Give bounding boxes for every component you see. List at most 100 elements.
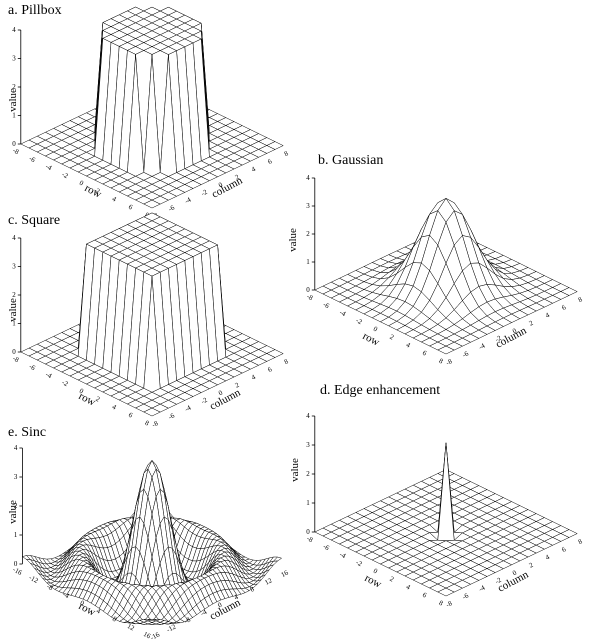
panel-b-row-tick-label: 6 bbox=[421, 349, 428, 358]
panel-d-row-tick-label: -2 bbox=[354, 558, 363, 568]
panel-a-z-tick-label: 1 bbox=[12, 112, 16, 120]
panel-d-row-tick-label: 8 bbox=[438, 599, 445, 608]
panel-e-z-tick-label: 3 bbox=[14, 473, 18, 481]
panel-a-row-tick-label: -2 bbox=[60, 170, 69, 180]
panel-d-column-tick-label: 6 bbox=[560, 545, 567, 554]
panel-d-zlabel: value bbox=[289, 458, 301, 482]
panel-e-zlabel: value bbox=[7, 500, 19, 524]
panel-b-gaussian: b. Gaussian value row column 01234-8-6-4… bbox=[287, 153, 584, 367]
panel-a-z-tick-label: 4 bbox=[12, 26, 16, 34]
panel-e-column-tick-label: 16 bbox=[280, 568, 290, 579]
panel-b-column-tick-label: 4 bbox=[544, 311, 551, 320]
panel-d-z-tick-label: 0 bbox=[306, 528, 310, 536]
panel-c-row-tick-label: 4 bbox=[111, 403, 118, 412]
panel-e-row-tick-label: 12 bbox=[126, 622, 136, 633]
panel-c-ylabel: column bbox=[208, 386, 243, 412]
panel-c-row-tick-label: 0 bbox=[78, 387, 85, 396]
panel-d-column-tick-label: 2 bbox=[528, 561, 535, 570]
panel-a-row-tick-label: 0 bbox=[78, 179, 85, 188]
panel-a-column-tick-label: 2 bbox=[234, 173, 241, 182]
panel-c-row-tick-label: -6 bbox=[28, 362, 37, 372]
panel-b-row-tick-label: -6 bbox=[322, 300, 331, 310]
panel-b-column-tick-label: -8 bbox=[445, 357, 454, 367]
panel-d-row-tick-label: 4 bbox=[405, 583, 412, 592]
panel-b-row-tick-label: 8 bbox=[438, 357, 445, 366]
panel-e-column-tick-label: 8 bbox=[249, 585, 256, 594]
panel-a-column-tick-label: 8 bbox=[283, 149, 290, 158]
panel-b-xlabel: row bbox=[361, 330, 382, 349]
panel-a-z-tick-label: 2 bbox=[12, 83, 16, 91]
panel-c-z-tick-label: 3 bbox=[12, 263, 16, 271]
panel-e-row-tick-label: -12 bbox=[28, 574, 40, 586]
panel-b-zlabel: value bbox=[287, 228, 299, 252]
panel-b-title: b. Gaussian bbox=[318, 153, 383, 168]
panel-b-row-tick-label: -8 bbox=[305, 292, 314, 302]
panel-c-column-tick-label: 6 bbox=[266, 365, 273, 374]
panel-b-row-tick-label: 2 bbox=[388, 333, 395, 342]
panel-e-column-tick-label: 4 bbox=[233, 593, 240, 602]
panel-d-row-tick-label: -8 bbox=[305, 534, 314, 544]
panel-e-z-tick-label: 4 bbox=[14, 444, 18, 452]
panel-b-column-tick-label: 0 bbox=[511, 326, 518, 335]
panel-e-row-tick-label: 4 bbox=[95, 607, 102, 616]
panel-c-row-tick-label: -8 bbox=[11, 354, 20, 364]
panel-b-z-tick-label: 2 bbox=[306, 230, 310, 238]
panel-a-row-tick-label: -6 bbox=[28, 154, 37, 164]
panel-b-column-tick-label: 2 bbox=[528, 319, 535, 328]
panel-b-column-tick-label: -4 bbox=[477, 342, 486, 352]
panel-b-row-tick-label: -4 bbox=[338, 308, 347, 318]
panel-a-title: a. Pillbox bbox=[8, 3, 62, 18]
panel-d-z-tick-label: 1 bbox=[306, 499, 310, 507]
panel-b-row-tick-label: 0 bbox=[372, 325, 379, 334]
panel-c-zlabel: value bbox=[7, 298, 19, 322]
panel-a-column-tick-label: 4 bbox=[250, 165, 257, 174]
panel-c-row-tick-label: 8 bbox=[144, 419, 151, 428]
panel-a-column-tick-label: -2 bbox=[200, 188, 209, 198]
panel-b-surface-facet bbox=[437, 345, 455, 355]
panel-e-row-tick-label: 8 bbox=[111, 615, 118, 624]
panel-d-column-tick-label: 0 bbox=[511, 568, 518, 577]
panel-e-column-tick-label: 12 bbox=[263, 576, 273, 587]
panel-e-row-tick-label: 0 bbox=[79, 599, 86, 608]
panel-b-column-tick-label: -6 bbox=[461, 349, 470, 359]
panel-c-title: c. Square bbox=[8, 213, 60, 228]
panel-c-square: c. Square value row column 01234-8-6-4-2… bbox=[7, 212, 290, 429]
panel-a-row-tick-label: 4 bbox=[111, 195, 118, 204]
panel-c-z-tick-label: 1 bbox=[12, 320, 16, 328]
panel-e-row-tick-label: -16 bbox=[11, 566, 23, 578]
panel-b-column-tick-label: 6 bbox=[560, 303, 567, 312]
panel-a-pillbox: a. Pillbox value row column 01234-8-6-4-… bbox=[7, 3, 290, 221]
panel-e-title: e. Sinc bbox=[8, 425, 46, 440]
panel-c-row-tick-label: 6 bbox=[127, 411, 134, 420]
panel-b-column-tick-label: 8 bbox=[577, 295, 584, 304]
panel-c-column-tick-label: -2 bbox=[200, 396, 209, 406]
panel-c-z-tick-label: 4 bbox=[12, 234, 16, 242]
panel-c-column-tick-label: -6 bbox=[167, 411, 176, 421]
panel-e-row-tick-label: -4 bbox=[61, 590, 70, 600]
panel-a-xlabel: row bbox=[83, 182, 104, 201]
panel-b-z-tick-label: 4 bbox=[306, 174, 310, 182]
panel-d-title: d. Edge enhancement bbox=[320, 383, 440, 398]
panel-d-row-tick-label: 2 bbox=[388, 575, 395, 584]
panel-c-column-tick-label: 2 bbox=[234, 381, 241, 390]
panel-a-row-tick-label: 2 bbox=[94, 187, 101, 196]
panel-d-row-tick-label: 6 bbox=[421, 591, 428, 600]
panel-e-z-tick-label: 2 bbox=[14, 502, 18, 510]
panel-c-column-tick-label: -4 bbox=[183, 404, 192, 414]
panel-e-column-tick-label: -16 bbox=[149, 630, 161, 640]
panel-e-row-tick-label: 16 bbox=[142, 630, 152, 640]
panel-d-column-tick-label: -6 bbox=[461, 591, 470, 601]
panel-d-z-tick-label: 2 bbox=[306, 470, 310, 478]
panel-a-surface-facet bbox=[143, 199, 161, 209]
panel-e-z-tick-label: 1 bbox=[14, 531, 18, 539]
panel-d-edge-enhancement: d. Edge enhancement value row column 012… bbox=[289, 383, 584, 609]
panel-d-column-tick-label: -4 bbox=[477, 584, 486, 594]
panel-d-xlabel: row bbox=[363, 572, 384, 591]
panel-a-zlabel: value bbox=[7, 88, 19, 112]
panel-c-column-tick-label: 8 bbox=[283, 357, 290, 366]
panel-d-z-tick-label: 4 bbox=[306, 412, 310, 420]
